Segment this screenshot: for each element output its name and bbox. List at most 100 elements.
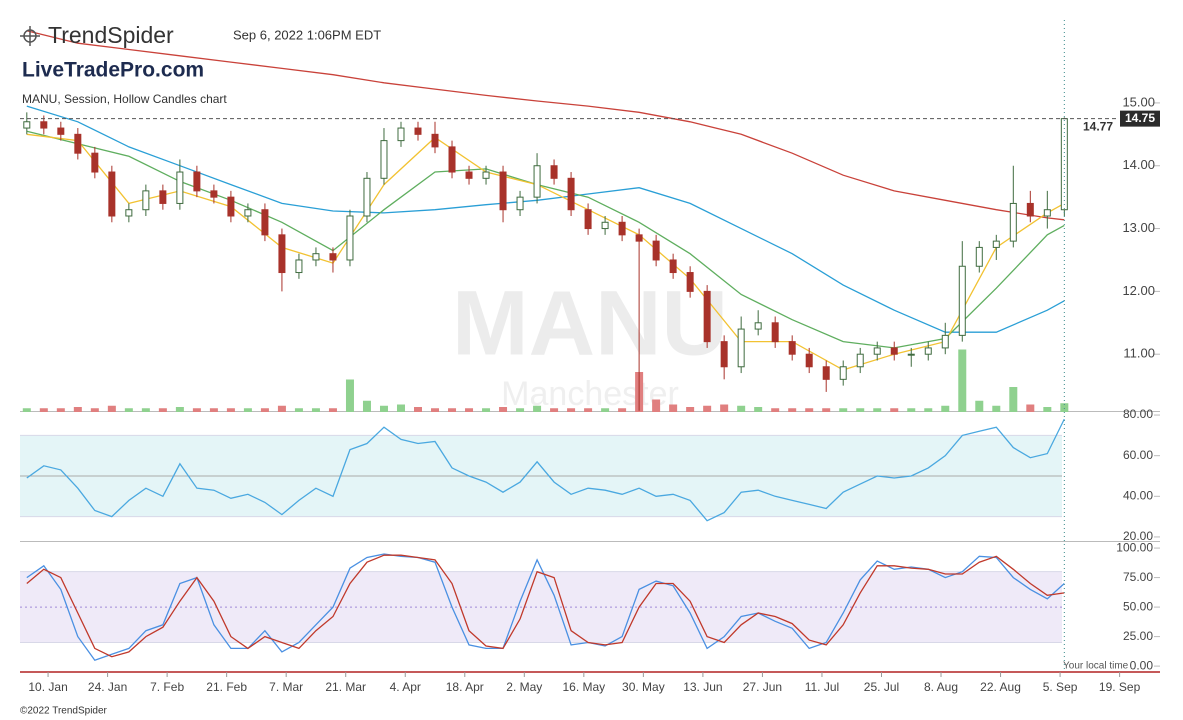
volume-bar	[1009, 387, 1018, 412]
volume-bar	[311, 408, 320, 412]
timestamp: Sep 6, 2022 1:06PM EDT	[233, 27, 381, 42]
x-tick-label: 16. May	[562, 680, 605, 694]
candle-body	[363, 177, 371, 217]
volume-bar	[1026, 404, 1035, 412]
candle-body	[635, 234, 643, 242]
x-tick-label: 8. Aug	[924, 680, 958, 694]
volume-bar	[771, 408, 780, 412]
volume-bar	[175, 407, 184, 412]
candle-body	[499, 171, 507, 211]
volume-bar	[141, 408, 150, 412]
moving-average	[26, 130, 1065, 349]
indicator-line	[26, 553, 1065, 661]
candle-body	[873, 347, 881, 355]
volume-bar	[975, 400, 984, 412]
candle-body	[992, 240, 1000, 248]
y-tick-label: 80.00	[1123, 407, 1153, 421]
candle-body	[380, 140, 388, 179]
logo	[20, 26, 40, 46]
volume-bar	[158, 408, 167, 412]
indicator-line	[26, 418, 1065, 522]
footer: ©2022 TrendSpider	[20, 706, 108, 717]
volume-bar	[720, 404, 729, 412]
x-tick-label: 18. Apr	[446, 680, 484, 694]
candle-body	[295, 259, 303, 274]
local-time: Your local time	[1063, 661, 1129, 672]
indicator-panel	[20, 553, 1065, 661]
candle-body	[74, 133, 82, 154]
y-tick-label: 25.00	[1123, 629, 1153, 643]
volume-bar	[533, 405, 542, 412]
candle-body	[346, 215, 354, 261]
volume-bar	[805, 408, 814, 412]
candle-body	[890, 347, 898, 355]
x-tick-label: 25. Jul	[864, 680, 899, 694]
candle-body	[397, 127, 405, 142]
candle-body	[40, 121, 48, 129]
candle-body	[822, 366, 830, 380]
volume-bar	[192, 408, 201, 412]
x-tick-label: 30. May	[622, 680, 665, 694]
x-tick-label: 13. Jun	[683, 680, 722, 694]
candle-body	[975, 246, 983, 267]
y-tick-label: 15.00	[1122, 94, 1155, 109]
volume-bar	[56, 408, 65, 412]
volume-bar	[601, 408, 610, 412]
volume-bar	[737, 405, 746, 412]
name-watermark: Manchester	[501, 375, 679, 413]
candle-body	[482, 171, 490, 179]
candle-body	[618, 221, 626, 236]
candle-body	[1026, 202, 1034, 217]
candle-body	[465, 171, 473, 179]
volume-bar	[482, 408, 491, 412]
candle-body	[720, 341, 728, 368]
volume-bar	[345, 379, 354, 412]
candle-body	[669, 259, 677, 274]
volume-bar	[328, 408, 337, 412]
y-tick-label: 100.00	[1116, 540, 1153, 554]
y-tick-label: 75.00	[1123, 570, 1153, 584]
moving-average	[26, 133, 1065, 371]
y-tick-label: 0.00	[1130, 658, 1154, 672]
candle-body	[601, 221, 609, 230]
x-tick-label: 5. Sep	[1043, 680, 1078, 694]
candle-body	[159, 190, 167, 204]
candle-body	[737, 328, 745, 368]
volume-bar	[209, 408, 218, 412]
candle-body	[805, 353, 813, 368]
volume-bar	[907, 408, 916, 412]
candle-body	[210, 190, 218, 198]
candle-body	[142, 190, 150, 211]
candle-body	[108, 171, 116, 217]
y-tick-label: 40.00	[1123, 488, 1153, 502]
candle-body	[550, 165, 558, 179]
x-tick-label: 21. Feb	[206, 680, 247, 694]
volume-bar	[226, 408, 235, 412]
volume-bar	[992, 405, 1001, 412]
candle-body	[686, 272, 694, 292]
symbol-watermark: MANU	[452, 272, 728, 374]
volume-bar	[499, 407, 508, 412]
candle-body	[839, 366, 847, 380]
candle-body	[278, 234, 286, 274]
y-tick-label: 11.00	[1123, 346, 1155, 361]
volume-bar	[516, 408, 525, 412]
candle-body	[1043, 209, 1051, 217]
candle-body	[431, 133, 439, 148]
candle-body	[567, 177, 575, 211]
indicator-panel	[20, 418, 1065, 522]
volume-bar	[703, 405, 712, 412]
candle-body	[261, 209, 269, 236]
volume-bar	[669, 404, 678, 412]
volume-bar	[39, 408, 48, 412]
volume-bar	[448, 408, 457, 412]
x-tick-label: 27. Jun	[743, 680, 782, 694]
candle-body	[958, 265, 966, 336]
x-tick-label: 7. Mar	[269, 680, 303, 694]
price-box	[1120, 110, 1160, 127]
x-tick-label: 11. Jul	[805, 680, 839, 694]
volume-bar	[362, 400, 371, 412]
candle-body	[941, 334, 949, 349]
chart-label: MANU, Session, Hollow Candles chart	[22, 92, 227, 106]
candle-body	[1009, 202, 1017, 242]
